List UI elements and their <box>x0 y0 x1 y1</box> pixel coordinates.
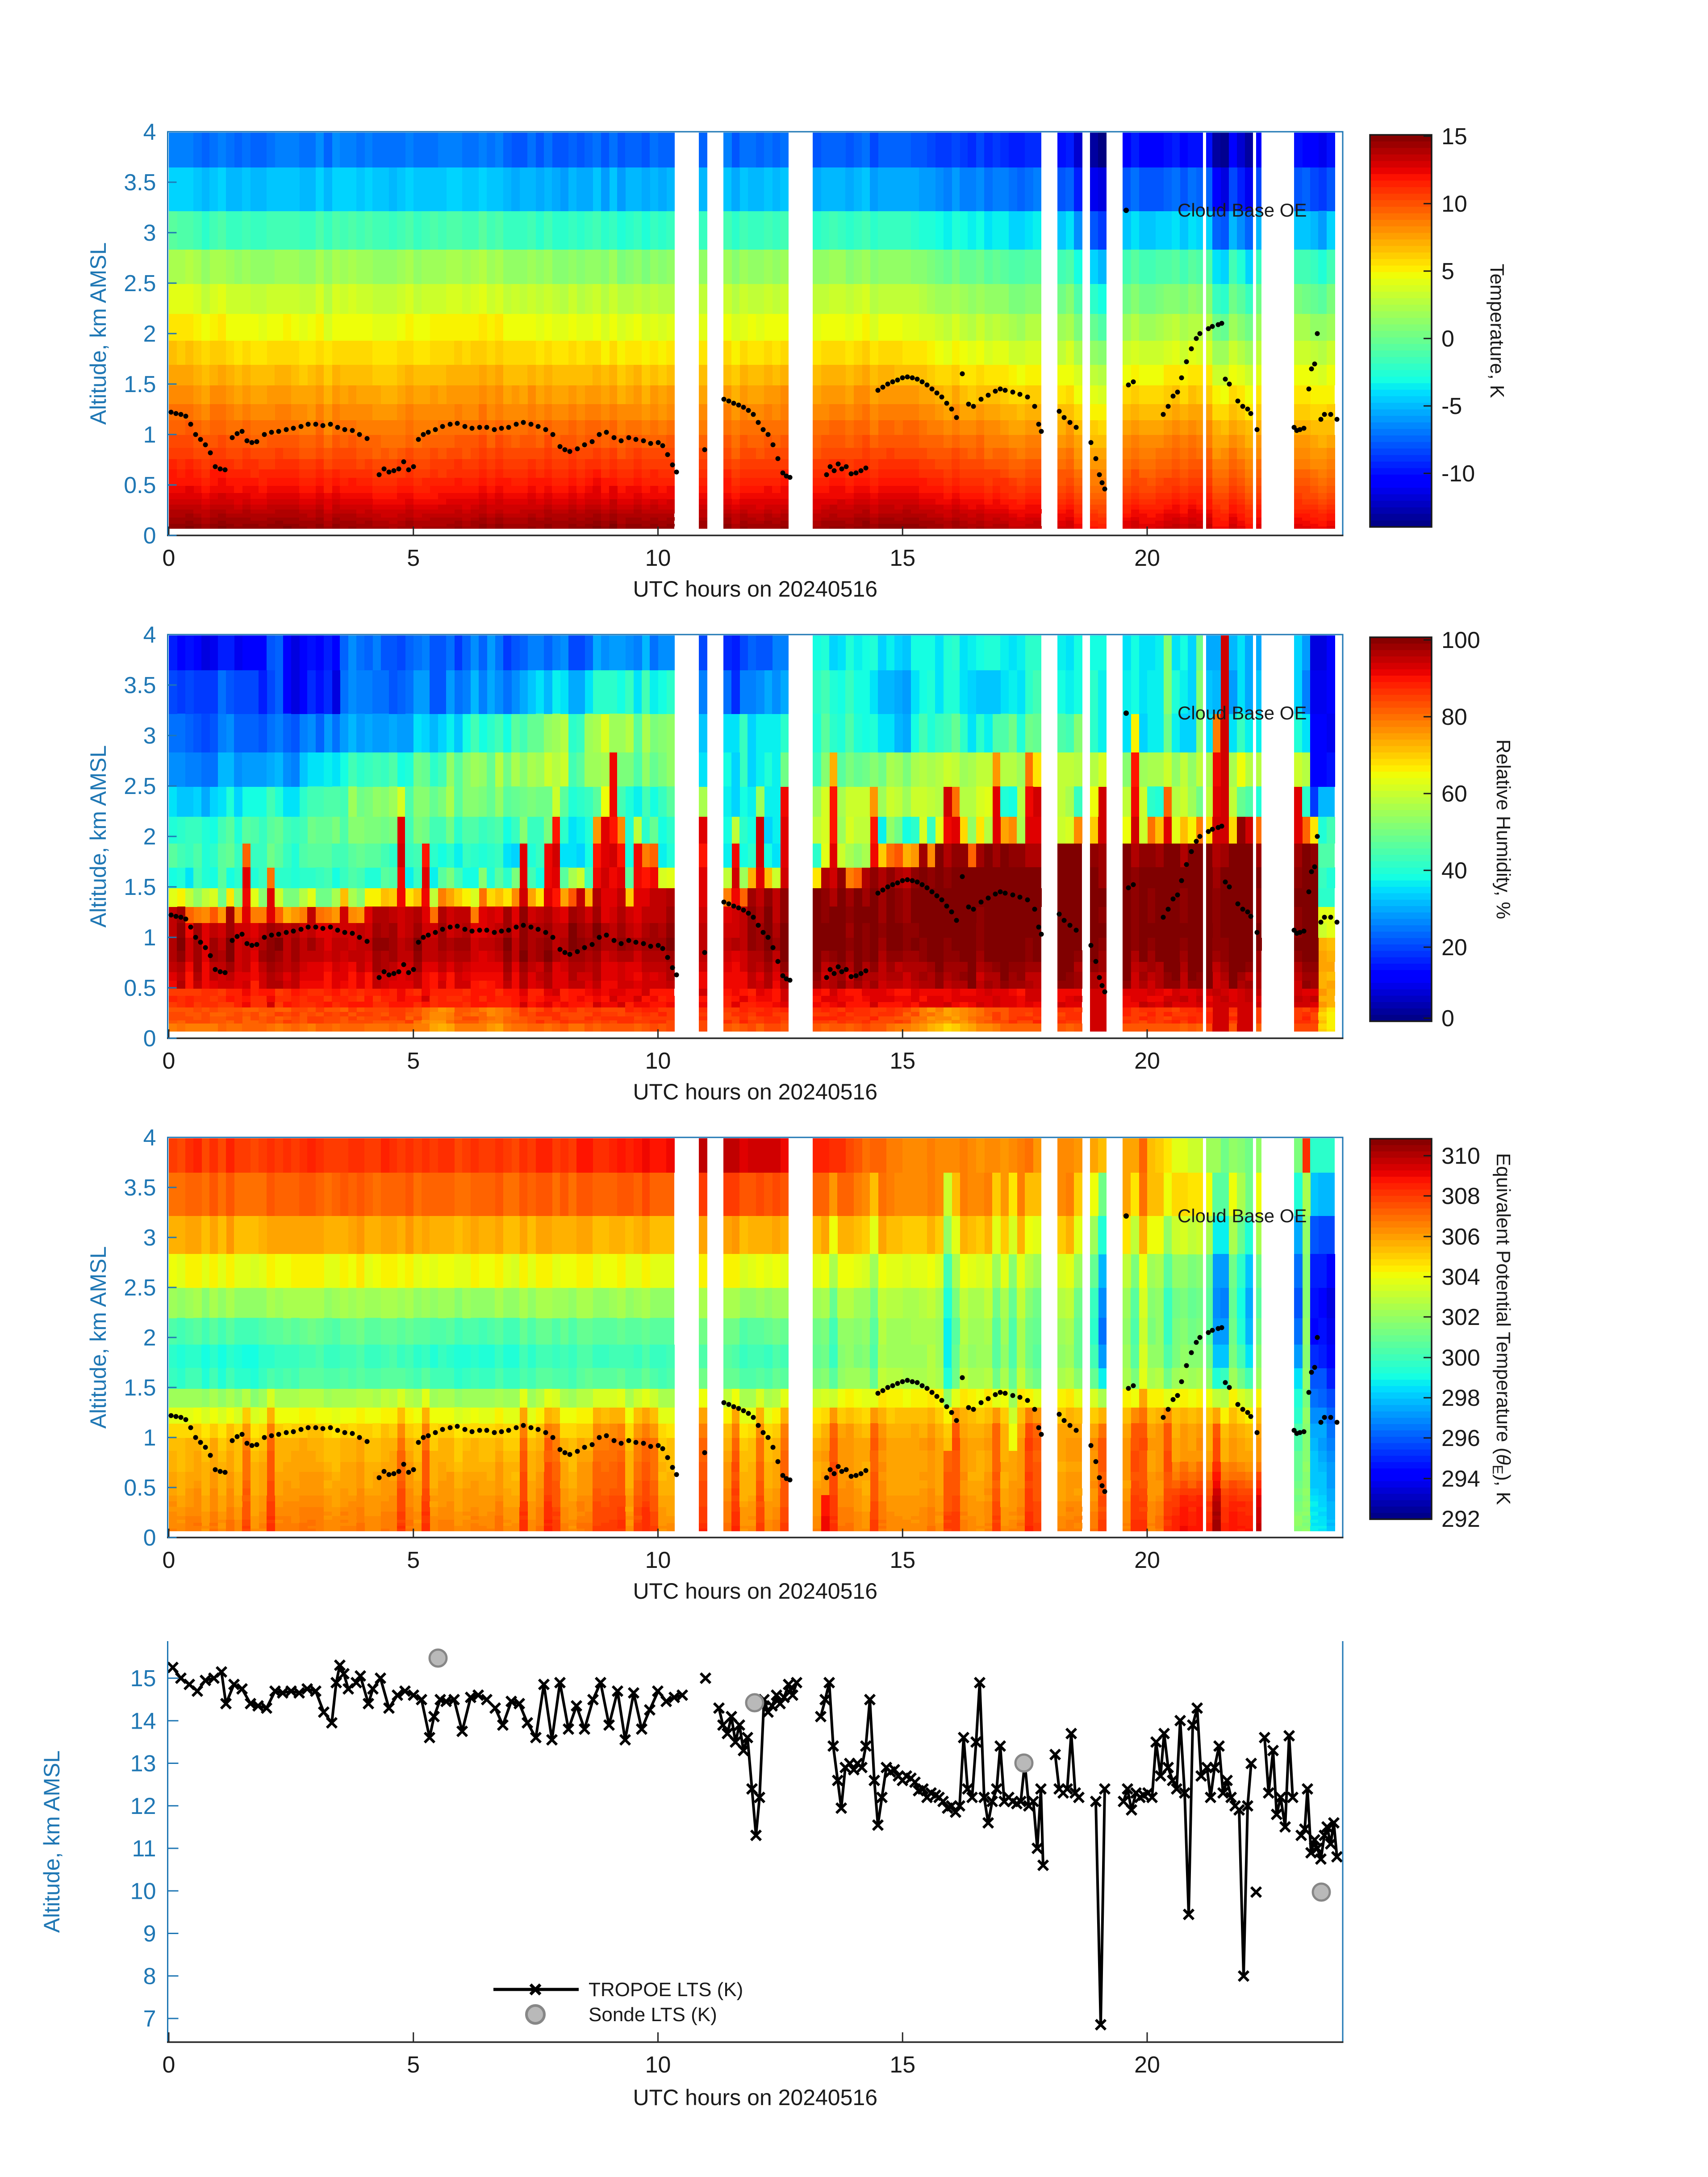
svg-text:15: 15 <box>889 545 915 571</box>
svg-text:15: 15 <box>130 1666 156 1692</box>
svg-text:13: 13 <box>130 1751 156 1777</box>
svg-text:10: 10 <box>130 1878 156 1904</box>
svg-text:14: 14 <box>130 1708 156 1734</box>
svg-text:40: 40 <box>1441 858 1467 884</box>
svg-text:20: 20 <box>1134 1048 1160 1074</box>
svg-text:Sonde LTS (K): Sonde LTS (K) <box>589 2004 717 2026</box>
svg-text:304: 304 <box>1441 1264 1480 1290</box>
svg-text:2: 2 <box>143 321 156 347</box>
svg-text:4: 4 <box>143 622 156 648</box>
svg-text:3: 3 <box>143 220 156 246</box>
svg-text:310: 310 <box>1441 1143 1480 1169</box>
svg-text:296: 296 <box>1441 1425 1480 1451</box>
svg-text:Altitude, km AMSL: Altitude, km AMSL <box>86 1246 111 1429</box>
svg-text:20: 20 <box>1134 2052 1160 2078</box>
svg-text:Cloud Base OE: Cloud Base OE <box>1178 702 1307 723</box>
svg-text:Altitude, km AMSL: Altitude, km AMSL <box>39 1751 64 1933</box>
svg-text:294: 294 <box>1441 1466 1480 1492</box>
svg-text:3.5: 3.5 <box>124 170 156 196</box>
svg-text:2: 2 <box>143 1325 156 1351</box>
svg-text:4: 4 <box>143 1125 156 1151</box>
svg-text:0: 0 <box>1441 1006 1454 1032</box>
svg-text:10: 10 <box>645 1547 671 1573</box>
svg-text:0: 0 <box>143 1525 156 1551</box>
svg-text:3: 3 <box>143 723 156 749</box>
svg-text:Cloud Base OE: Cloud Base OE <box>1178 200 1307 221</box>
svg-text:0: 0 <box>163 545 175 571</box>
svg-text:UTC hours on 20240516: UTC hours on 20240516 <box>633 1079 877 1104</box>
svg-text:0: 0 <box>143 523 156 549</box>
svg-text:80: 80 <box>1441 704 1467 730</box>
svg-text:2: 2 <box>143 824 156 850</box>
svg-text:-5: -5 <box>1441 393 1462 419</box>
svg-text:12: 12 <box>130 1793 156 1819</box>
svg-text:306: 306 <box>1441 1224 1480 1250</box>
svg-text:Altitude, km AMSL: Altitude, km AMSL <box>86 745 111 928</box>
svg-text:2.5: 2.5 <box>124 1275 156 1301</box>
svg-text:UTC hours on 20240516: UTC hours on 20240516 <box>633 577 877 602</box>
svg-text:Temperature, K: Temperature, K <box>1486 264 1508 398</box>
svg-text:100: 100 <box>1441 627 1480 653</box>
svg-text:10: 10 <box>645 2052 671 2078</box>
svg-text:9: 9 <box>143 1921 156 1947</box>
svg-text:TROPOE LTS (K): TROPOE LTS (K) <box>589 1979 743 2001</box>
svg-text:20: 20 <box>1134 545 1160 571</box>
svg-text:8: 8 <box>143 1964 156 1989</box>
svg-text:3.5: 3.5 <box>124 673 156 698</box>
svg-text:20: 20 <box>1441 935 1467 961</box>
svg-text:5: 5 <box>407 1048 420 1074</box>
svg-text:1.5: 1.5 <box>124 1375 156 1401</box>
svg-text:10: 10 <box>1441 191 1467 217</box>
svg-text:11: 11 <box>132 1836 156 1862</box>
svg-text:0.5: 0.5 <box>124 1475 156 1501</box>
svg-text:15: 15 <box>889 1048 915 1074</box>
svg-text:10: 10 <box>645 545 671 571</box>
svg-text:5: 5 <box>407 2052 420 2078</box>
svg-text:3: 3 <box>143 1225 156 1251</box>
svg-text:2.5: 2.5 <box>124 271 156 297</box>
svg-text:0.5: 0.5 <box>124 975 156 1001</box>
svg-text:2.5: 2.5 <box>124 773 156 799</box>
svg-text:Altitude, km AMSL: Altitude, km AMSL <box>86 242 111 425</box>
svg-text:300: 300 <box>1441 1345 1480 1371</box>
svg-text:20: 20 <box>1134 1547 1160 1573</box>
svg-text:15: 15 <box>1441 124 1467 150</box>
svg-text:1: 1 <box>143 925 156 951</box>
svg-text:5: 5 <box>1441 259 1454 284</box>
svg-text:0: 0 <box>143 1026 156 1052</box>
svg-text:308: 308 <box>1441 1183 1480 1209</box>
svg-text:0: 0 <box>163 1048 175 1074</box>
svg-text:-10: -10 <box>1441 461 1475 487</box>
svg-text:3.5: 3.5 <box>124 1175 156 1201</box>
svg-text:UTC hours on 20240516: UTC hours on 20240516 <box>633 2085 877 2110</box>
svg-text:UTC hours on 20240516: UTC hours on 20240516 <box>633 1579 877 1604</box>
svg-text:5: 5 <box>407 545 420 571</box>
svg-text:5: 5 <box>407 1547 420 1573</box>
svg-text:1.5: 1.5 <box>124 874 156 900</box>
svg-text:0: 0 <box>163 2052 175 2078</box>
svg-text:60: 60 <box>1441 781 1467 807</box>
svg-text:4: 4 <box>143 119 156 145</box>
svg-text:Relative Humidity, %: Relative Humidity, % <box>1492 740 1514 919</box>
svg-text:Cloud Base OE: Cloud Base OE <box>1178 1205 1307 1226</box>
svg-text:0: 0 <box>163 1547 175 1573</box>
svg-text:0: 0 <box>1441 326 1454 352</box>
svg-text:292: 292 <box>1441 1506 1480 1532</box>
svg-text:302: 302 <box>1441 1304 1480 1330</box>
svg-text:Equivalent Potential Temperatu: Equivalent Potential Temperature (θE), K <box>1490 1153 1514 1505</box>
svg-text:15: 15 <box>889 2052 915 2078</box>
svg-text:298: 298 <box>1441 1385 1480 1411</box>
svg-text:1: 1 <box>143 422 156 448</box>
svg-text:15: 15 <box>889 1547 915 1573</box>
svg-text:7: 7 <box>143 2006 156 2032</box>
svg-text:10: 10 <box>645 1048 671 1074</box>
svg-text:1: 1 <box>143 1425 156 1451</box>
svg-text:0.5: 0.5 <box>124 472 156 498</box>
svg-text:1.5: 1.5 <box>124 372 156 397</box>
